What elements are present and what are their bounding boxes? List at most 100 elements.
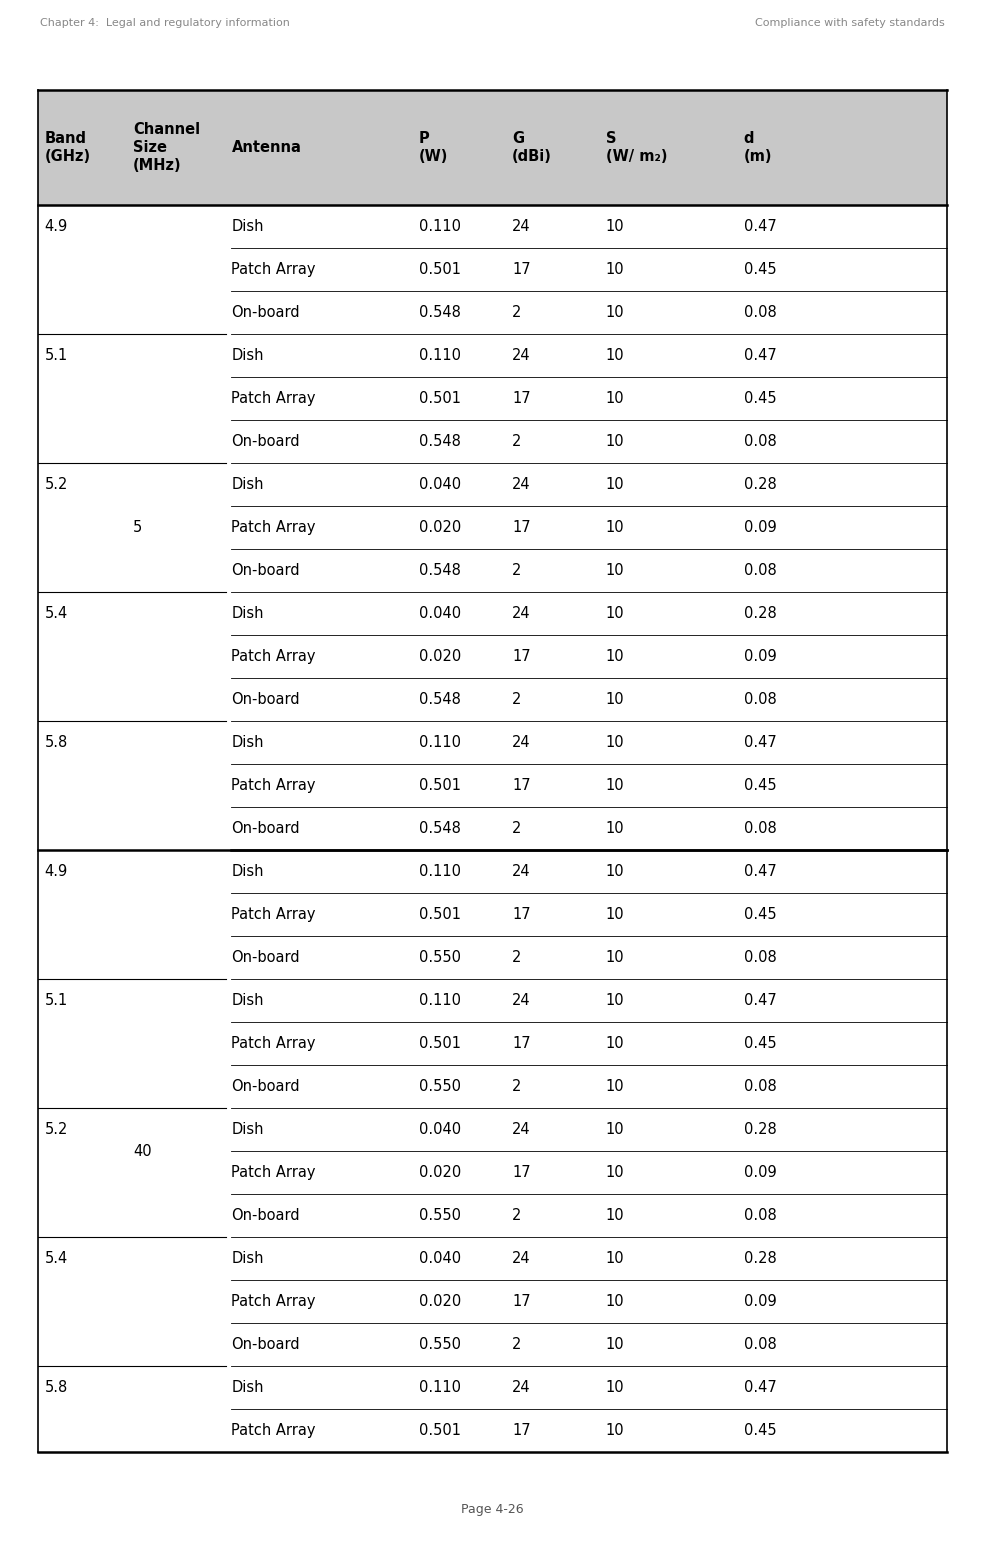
Text: 0.47: 0.47 — [744, 219, 776, 233]
Text: 0.040: 0.040 — [419, 477, 461, 491]
Text: On-board: On-board — [231, 563, 300, 578]
Text: 0.110: 0.110 — [419, 348, 461, 362]
Text: Patch Array: Patch Array — [231, 1165, 316, 1180]
Text: 17: 17 — [512, 519, 531, 535]
Text: 0.45: 0.45 — [744, 907, 776, 922]
Text: Patch Array: Patch Array — [231, 390, 316, 406]
Text: 17: 17 — [512, 390, 531, 406]
Text: 10: 10 — [606, 219, 624, 233]
Text: 0.47: 0.47 — [744, 736, 776, 750]
Text: 2: 2 — [512, 563, 522, 578]
Text: 0.020: 0.020 — [419, 648, 461, 664]
Text: 0.45: 0.45 — [744, 778, 776, 793]
Text: 5.2: 5.2 — [44, 477, 68, 491]
Text: 0.28: 0.28 — [744, 477, 776, 491]
Text: 10: 10 — [606, 390, 624, 406]
Text: Patch Array: Patch Array — [231, 907, 316, 922]
Text: 10: 10 — [606, 865, 624, 879]
Text: 10: 10 — [606, 736, 624, 750]
Text: 0.09: 0.09 — [744, 1294, 776, 1309]
Text: 0.08: 0.08 — [744, 1337, 776, 1351]
Text: 17: 17 — [512, 1165, 531, 1180]
Text: Dish: Dish — [231, 477, 264, 491]
Text: 24: 24 — [512, 865, 531, 879]
Text: Dish: Dish — [231, 348, 264, 362]
Text: S
(W/ m₂): S (W/ m₂) — [606, 131, 667, 163]
Text: On-board: On-board — [231, 434, 300, 449]
Text: 0.501: 0.501 — [419, 778, 461, 793]
Text: 17: 17 — [512, 1036, 531, 1051]
Text: 0.548: 0.548 — [419, 692, 461, 708]
Text: 10: 10 — [606, 1379, 624, 1395]
Text: 0.28: 0.28 — [744, 1123, 776, 1137]
Text: 0.110: 0.110 — [419, 219, 461, 233]
Text: 17: 17 — [512, 648, 531, 664]
Text: 0.548: 0.548 — [419, 305, 461, 320]
Text: 24: 24 — [512, 994, 531, 1008]
Text: 10: 10 — [606, 1123, 624, 1137]
Text: On-board: On-board — [231, 1208, 300, 1222]
Text: 0.040: 0.040 — [419, 1123, 461, 1137]
Text: 0.550: 0.550 — [419, 1337, 461, 1351]
Text: 5.2: 5.2 — [44, 1123, 68, 1137]
Text: 10: 10 — [606, 606, 624, 620]
Text: 0.08: 0.08 — [744, 1079, 776, 1095]
Text: d
(m): d (m) — [744, 131, 772, 163]
Text: 10: 10 — [606, 950, 624, 966]
Text: Patch Array: Patch Array — [231, 261, 316, 277]
Text: 0.548: 0.548 — [419, 434, 461, 449]
Text: Dish: Dish — [231, 219, 264, 233]
Text: 0.47: 0.47 — [744, 348, 776, 362]
Text: 24: 24 — [512, 1252, 531, 1266]
Text: 0.110: 0.110 — [419, 1379, 461, 1395]
Text: On-board: On-board — [231, 821, 300, 837]
Text: 5.4: 5.4 — [44, 606, 68, 620]
Text: P
(W): P (W) — [419, 131, 448, 163]
Text: 10: 10 — [606, 305, 624, 320]
Text: Compliance with safety standards: Compliance with safety standards — [755, 19, 945, 28]
Text: On-board: On-board — [231, 1079, 300, 1095]
Text: 0.110: 0.110 — [419, 736, 461, 750]
Text: 4.9: 4.9 — [44, 219, 68, 233]
Text: 0.501: 0.501 — [419, 1036, 461, 1051]
Text: 0.020: 0.020 — [419, 519, 461, 535]
Text: 0.08: 0.08 — [744, 563, 776, 578]
Text: 24: 24 — [512, 606, 531, 620]
Text: 0.28: 0.28 — [744, 1252, 776, 1266]
Text: On-board: On-board — [231, 692, 300, 708]
Text: 5: 5 — [133, 519, 142, 535]
Text: 0.548: 0.548 — [419, 563, 461, 578]
Text: 10: 10 — [606, 1337, 624, 1351]
Text: On-board: On-board — [231, 1337, 300, 1351]
Text: 0.45: 0.45 — [744, 261, 776, 277]
Text: 0.09: 0.09 — [744, 648, 776, 664]
Text: 24: 24 — [512, 219, 531, 233]
Text: 17: 17 — [512, 261, 531, 277]
Text: 24: 24 — [512, 477, 531, 491]
Text: 5.1: 5.1 — [44, 348, 68, 362]
Text: 17: 17 — [512, 1423, 531, 1438]
Text: 10: 10 — [606, 648, 624, 664]
Text: 24: 24 — [512, 1123, 531, 1137]
Text: 0.548: 0.548 — [419, 821, 461, 837]
Text: 0.08: 0.08 — [744, 692, 776, 708]
Text: 0.550: 0.550 — [419, 950, 461, 966]
Text: 0.501: 0.501 — [419, 1423, 461, 1438]
Text: 10: 10 — [606, 434, 624, 449]
Text: 2: 2 — [512, 950, 522, 966]
Text: 10: 10 — [606, 907, 624, 922]
Text: 0.47: 0.47 — [744, 1379, 776, 1395]
Text: Channel
Size
(MHz): Channel Size (MHz) — [133, 121, 200, 173]
Text: 0.45: 0.45 — [744, 1036, 776, 1051]
Text: 0.020: 0.020 — [419, 1294, 461, 1309]
Text: 10: 10 — [606, 1079, 624, 1095]
Text: 17: 17 — [512, 907, 531, 922]
Text: 10: 10 — [606, 821, 624, 837]
Text: Page 4-26: Page 4-26 — [461, 1504, 523, 1516]
Text: 0.47: 0.47 — [744, 994, 776, 1008]
Text: 0.501: 0.501 — [419, 907, 461, 922]
Text: Dish: Dish — [231, 1379, 264, 1395]
Text: 0.09: 0.09 — [744, 519, 776, 535]
Text: 0.040: 0.040 — [419, 606, 461, 620]
Text: Band
(GHz): Band (GHz) — [44, 131, 91, 163]
